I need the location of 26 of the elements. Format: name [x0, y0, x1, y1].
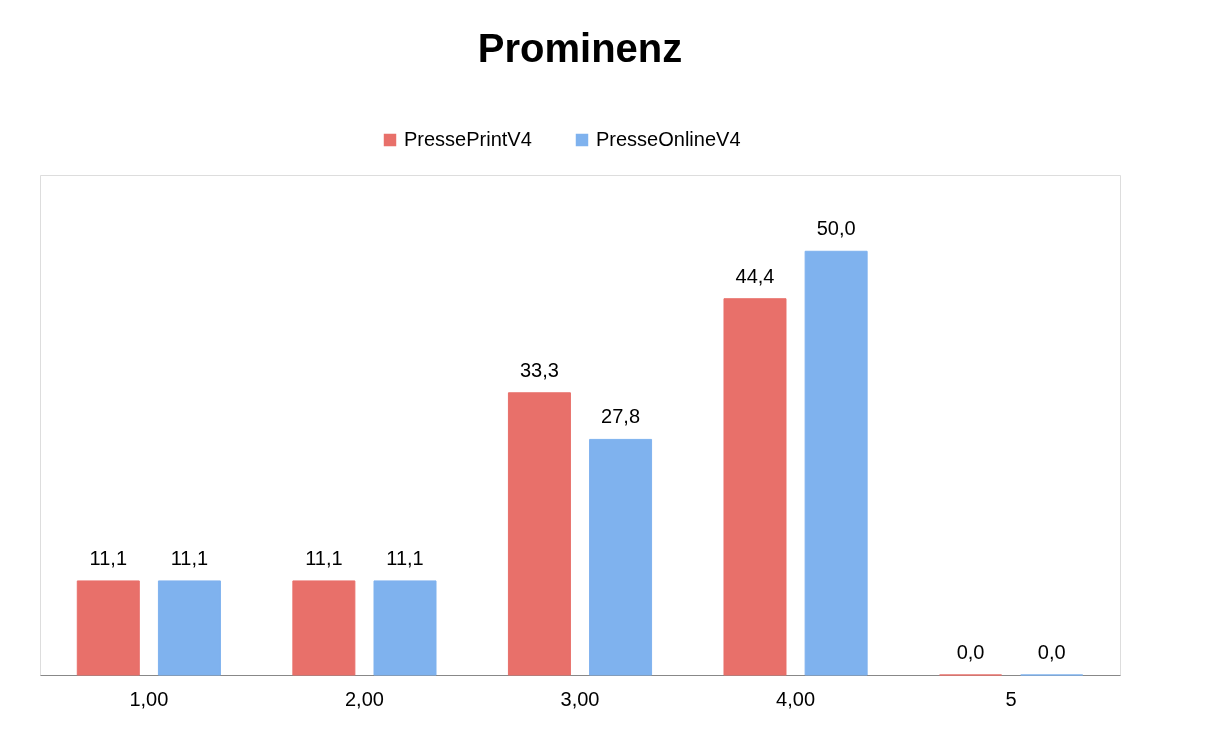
bar	[157, 580, 221, 676]
data-label: 11,1	[305, 546, 343, 569]
legend-label: PressePrintV4	[404, 128, 532, 150]
x-tick-label: 4,00	[776, 687, 816, 710]
bar	[292, 580, 356, 676]
bar	[723, 298, 787, 676]
data-label: 0,0	[1037, 641, 1066, 663]
data-label: 33,3	[519, 358, 559, 381]
data-label: 11,1	[170, 546, 209, 569]
x-tick-label: 5	[1005, 687, 1017, 710]
chart-title: Prominenz	[477, 26, 683, 70]
x-tick-label: 3,00	[560, 687, 600, 710]
x-tick-label: 2,00	[344, 687, 384, 710]
data-label: 50,0	[816, 217, 856, 240]
x-tick-label: 1,00	[129, 687, 169, 710]
data-label: 44,4	[735, 264, 775, 287]
legend-label: PresseOnlineV4	[596, 128, 741, 150]
bar	[804, 250, 868, 676]
data-label: 0,0	[956, 641, 985, 663]
bar	[76, 580, 140, 676]
bar	[373, 580, 437, 676]
data-label: 11,1	[386, 546, 424, 569]
data-label: 27,8	[601, 405, 641, 428]
bar	[507, 392, 571, 676]
data-label: 11,1	[89, 546, 128, 569]
bar	[589, 438, 653, 676]
